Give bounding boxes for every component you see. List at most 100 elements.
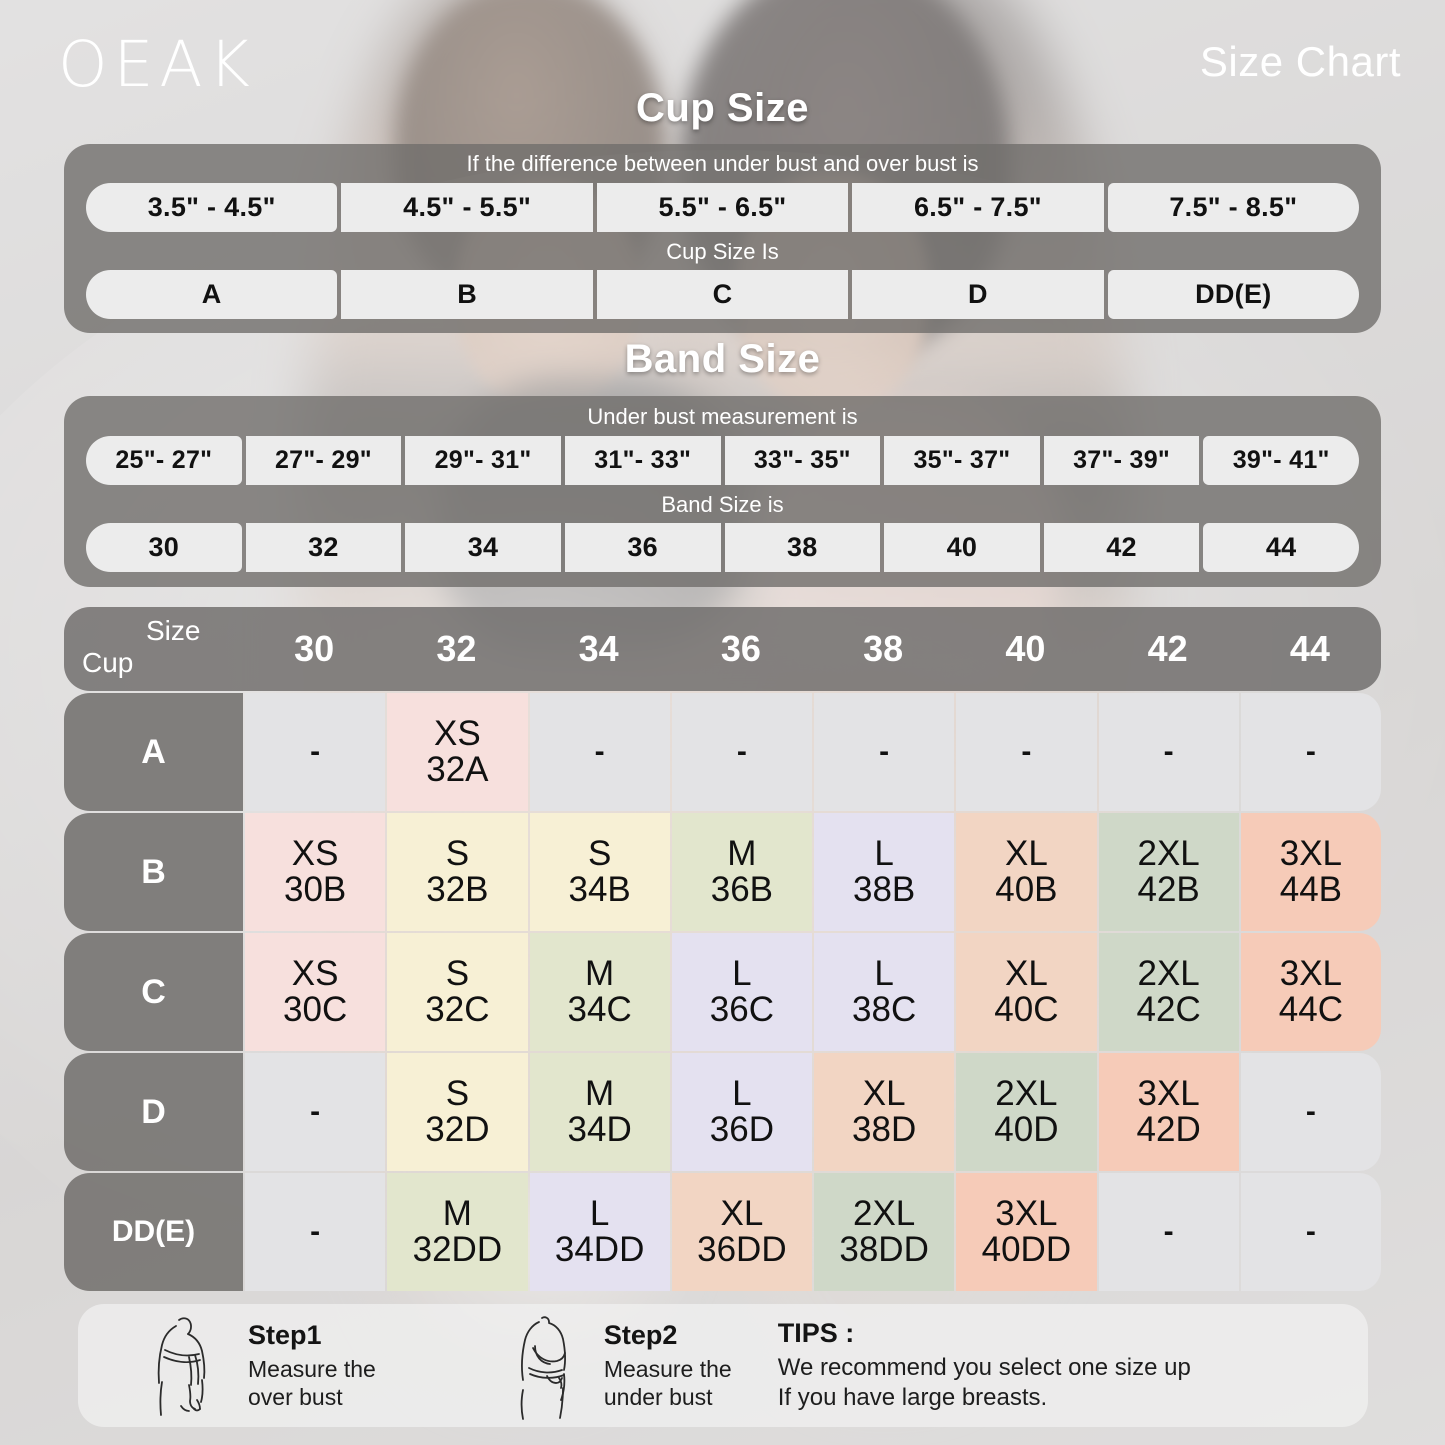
matrix-cell-38D: XL 38D [814,1053,955,1171]
matrix-cell-38C: L 38C [814,933,955,1051]
band-value-cell-2: 34 [405,523,561,572]
matrix-cell-38DD(E): 2XL 38DD [814,1173,955,1291]
matrix-cell-bra-size: 38DD [839,1230,929,1269]
band-value-cell-6: 42 [1043,523,1200,572]
matrix-cell-44D: - [1240,1053,1381,1171]
step1-block: Step1 Measure the over bust [130,1310,376,1422]
matrix-col-header-30: 30 [294,628,335,669]
matrix-row-header-A: A [64,693,243,811]
matrix-cell-32DD(E): M 32DD [387,1173,528,1291]
matrix-row-header-B: B [64,813,243,931]
matrix-cell-size-label: S [445,1073,470,1113]
matrix-corner-size-label: Size [146,615,201,646]
matrix-row-header-C: C [64,933,243,1051]
cup-size-heading: Cup Size [636,86,809,130]
matrix-cell-32C: S 32C [387,933,528,1051]
matrix-cell-44B: 3XL 44B [1240,813,1381,931]
cup-range-cell-2: 5.5" - 6.5" [596,183,849,232]
matrix-cell-bra-size: 32C [425,990,490,1029]
matrix-cell-size-label: XS [291,953,339,993]
matrix-cell-bra-size: 32A [426,750,489,789]
matrix-row-C: C XS 30C S 32C M 34C L 36C L 38C XL 40C 2XL 42C 3XL 44C [64,933,1381,1051]
matrix-cell-42B: 2XL 42B [1098,813,1239,931]
matrix-cell-bra-size: 36C [709,990,774,1029]
matrix-cell-bra-size: 32B [426,870,489,909]
matrix-cell-size-label: XL [720,1193,764,1233]
band-range-cell-7: 39"- 41" [1203,436,1359,485]
matrix-cell-size-label: - [879,735,890,769]
matrix-cell-size-label: 3XL [995,1193,1058,1233]
matrix-col-header-36: 36 [720,628,761,669]
matrix-cell-size-label: S [587,833,612,873]
matrix-cell-size-label: M [442,1193,472,1233]
band-value-cell-5: 40 [884,523,1040,572]
matrix-cell-bra-size: 38B [852,870,916,909]
matrix-cell-42D: 3XL 42D [1098,1053,1239,1171]
matrix-col-header-40: 40 [1005,628,1046,669]
matrix-cell-34C: M 34C [529,933,670,1051]
page-title: Size Chart [1199,38,1401,85]
cup-criteria-label: If the difference between under bust and… [466,151,979,176]
matrix-cell-bra-size: 30C [283,990,348,1029]
matrix-cell-bra-size: 32D [425,1110,490,1149]
matrix-cell-size-label: L [732,953,752,993]
band-range-cell-2: 29"- 31" [405,436,561,485]
matrix-cell-size-label: L [874,953,894,993]
matrix-cell-size-label: XL [1004,833,1048,873]
band-range-row: 25"- 27" 27"- 29" 29"- 31" 31"- 33" 33"- 35"… [64,436,1381,485]
matrix-cell-size-label: XS [434,713,481,753]
matrix-cell-32D: S 32D [387,1053,528,1171]
matrix-cell-bra-size: 42D [1136,1110,1201,1149]
band-result-label: Band Size is [661,492,784,517]
cup-range-row: 3.5" - 4.5" 4.5" - 5.5" 5.5" - 6.5" 6.5" - … [64,183,1381,232]
matrix-cell-40B: XL 40B [956,813,1097,931]
matrix-cell-size-label: - [1021,735,1032,769]
matrix-cell-bra-size: 32DD [412,1230,503,1269]
tips-block: TIPS : We recommend you select one size … [778,1318,1191,1413]
matrix-cell-40A: - [956,693,1097,811]
matrix-cell-size-label: - [310,1095,321,1129]
cup-value-cell-0: A [86,270,338,319]
band-range-cell-3: 31"- 33" [564,436,721,485]
step2-line2: under bust [603,1384,713,1410]
torso-measure-underbust-icon [486,1310,598,1422]
matrix-cell-size-label: - [1305,1215,1316,1249]
step1-line1: Measure the [248,1355,376,1382]
band-size-panel: Under bust measurement is 25"- 27" 27"- 2… [64,396,1381,587]
matrix-cell-38A: - [814,693,955,811]
matrix-cell-bra-size: 36D [709,1110,774,1149]
matrix-cell-size-label: M [727,833,757,873]
matrix-cell-bra-size: 34C [567,990,632,1029]
matrix-row-DD(E): DD(E) - M 32DD L 34DD XL 36DD 2XL 38DD 3XL 40DD - - [64,1173,1381,1291]
cup-value-cell-1: B [341,270,593,319]
matrix-cell-34D: M 34D [529,1053,670,1171]
cup-value-cell-4: DD(E) [1107,270,1360,319]
step1-title: Step1 [248,1319,322,1350]
matrix-cell-size-label: - [736,735,747,769]
matrix-cell-size-label: - [1305,1095,1316,1129]
matrix-cell-bra-size: 34DD [554,1230,645,1269]
tips-title: TIPS : [777,1317,855,1348]
matrix-cell-38B: L 38B [814,813,955,931]
matrix-cell-36D: L 36D [671,1053,812,1171]
matrix-cell-30D: - [245,1053,386,1171]
matrix-cell-size-label: 2XL [995,1073,1058,1113]
matrix-cell-bra-size: 40DD [981,1230,1072,1269]
matrix-cell-size-label: - [310,1215,321,1249]
matrix-cell-size-label: XS [291,833,339,873]
step2-block: Step2 Measure the under bust [486,1310,732,1422]
matrix-cell-44A: - [1240,693,1381,811]
matrix-cell-30DD(E): - [245,1173,386,1291]
step2-line1: Measure the [603,1355,732,1382]
cup-value-cell-3: D [852,270,1104,319]
footer-guide: Step1 Measure the over bust [78,1304,1368,1427]
matrix-cell-size-label: - [594,735,605,769]
matrix-cell-size-label: XL [1004,953,1048,993]
matrix-cell-bra-size: 40B [995,870,1058,909]
matrix-row-D: D - S 32D M 34D L 36D XL 38D 2XL 40D 3XL 42D - [64,1053,1381,1171]
matrix-cell-36DD(E): XL 36DD [671,1173,812,1291]
matrix-cell-36A: - [671,693,812,811]
band-value-cell-4: 38 [724,523,881,572]
matrix-cell-36B: M 36B [671,813,812,931]
matrix-cell-size-label: - [1305,735,1316,769]
